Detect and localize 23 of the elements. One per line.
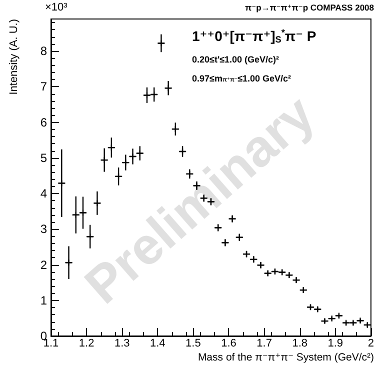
y-tick-label: 5	[40, 150, 48, 165]
y-tick-label: 7	[40, 80, 48, 94]
x-axis-title: Mass of the π⁻π⁺π⁻ System (GeV/c²)	[198, 352, 374, 364]
x-tick-label: 1.3	[114, 338, 130, 350]
x-tick-label: 1.9	[328, 338, 344, 350]
y-tick-label: 3	[40, 222, 48, 236]
x-tick-label: 1.1	[43, 338, 59, 350]
annotation: 0.20≤t'≤1.00 (GeV/c)²	[192, 54, 280, 64]
text: ×10³	[45, 2, 68, 14]
y-tick-label: 4	[40, 186, 48, 201]
y-tick-label: 1	[40, 293, 48, 308]
x-tick-label: 1.7	[256, 338, 272, 350]
x-tick-label: 1.8	[292, 338, 308, 350]
y-tick-label: 2	[40, 258, 48, 272]
y-tick-label: 8	[40, 44, 48, 58]
x-tick-label: 1.6	[221, 338, 236, 350]
x-tick-label: 2	[368, 338, 374, 350]
y-tick-label: 6	[40, 115, 48, 130]
x-tick-label: 1.5	[186, 338, 201, 350]
x-tick-label: 1.2	[78, 338, 94, 350]
chart-title: π⁻p→π⁻π⁺π⁻p COMPASS 2008	[245, 2, 374, 12]
x-tick-label: 1.4	[150, 338, 166, 350]
y-axis-title: Intensity (A. U.)	[8, 19, 20, 95]
